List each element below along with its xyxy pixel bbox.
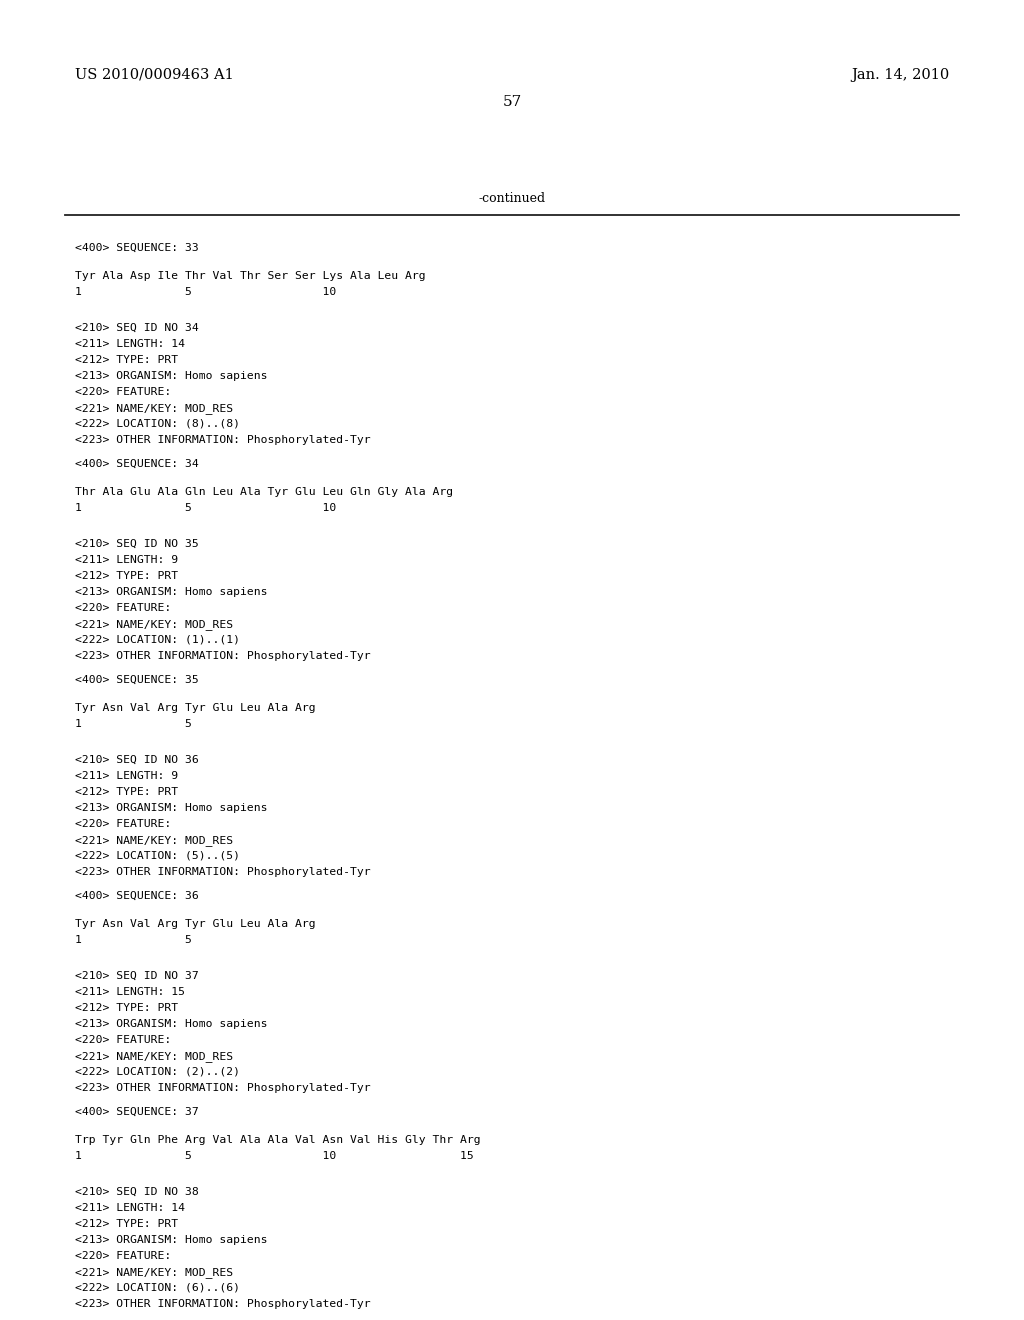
Text: <212> TYPE: PRT: <212> TYPE: PRT xyxy=(75,572,178,581)
Text: <213> ORGANISM: Homo sapiens: <213> ORGANISM: Homo sapiens xyxy=(75,371,267,381)
Text: Trp Tyr Gln Phe Arg Val Ala Ala Val Asn Val His Gly Thr Arg: Trp Tyr Gln Phe Arg Val Ala Ala Val Asn … xyxy=(75,1135,480,1144)
Text: <212> TYPE: PRT: <212> TYPE: PRT xyxy=(75,1218,178,1229)
Text: Tyr Ala Asp Ile Thr Val Thr Ser Ser Lys Ala Leu Arg: Tyr Ala Asp Ile Thr Val Thr Ser Ser Lys … xyxy=(75,271,426,281)
Text: <211> LENGTH: 9: <211> LENGTH: 9 xyxy=(75,554,178,565)
Text: <221> NAME/KEY: MOD_RES: <221> NAME/KEY: MOD_RES xyxy=(75,1051,233,1061)
Text: Jan. 14, 2010: Jan. 14, 2010 xyxy=(851,69,949,82)
Text: <223> OTHER INFORMATION: Phosphorylated-Tyr: <223> OTHER INFORMATION: Phosphorylated-… xyxy=(75,436,371,445)
Text: <210> SEQ ID NO 38: <210> SEQ ID NO 38 xyxy=(75,1187,199,1197)
Text: 1               5                   10: 1 5 10 xyxy=(75,286,336,297)
Text: <220> FEATURE:: <220> FEATURE: xyxy=(75,1035,171,1045)
Text: 1               5: 1 5 xyxy=(75,935,191,945)
Text: <210> SEQ ID NO 37: <210> SEQ ID NO 37 xyxy=(75,972,199,981)
Text: <400> SEQUENCE: 36: <400> SEQUENCE: 36 xyxy=(75,891,199,902)
Text: <221> NAME/KEY: MOD_RES: <221> NAME/KEY: MOD_RES xyxy=(75,403,233,414)
Text: 57: 57 xyxy=(503,95,521,110)
Text: <210> SEQ ID NO 34: <210> SEQ ID NO 34 xyxy=(75,323,199,333)
Text: <213> ORGANISM: Homo sapiens: <213> ORGANISM: Homo sapiens xyxy=(75,587,267,597)
Text: <222> LOCATION: (1)..(1): <222> LOCATION: (1)..(1) xyxy=(75,635,240,645)
Text: <222> LOCATION: (8)..(8): <222> LOCATION: (8)..(8) xyxy=(75,418,240,429)
Text: <220> FEATURE:: <220> FEATURE: xyxy=(75,1251,171,1261)
Text: <211> LENGTH: 9: <211> LENGTH: 9 xyxy=(75,771,178,781)
Text: US 2010/0009463 A1: US 2010/0009463 A1 xyxy=(75,69,233,82)
Text: <212> TYPE: PRT: <212> TYPE: PRT xyxy=(75,1003,178,1012)
Text: <213> ORGANISM: Homo sapiens: <213> ORGANISM: Homo sapiens xyxy=(75,1019,267,1030)
Text: <213> ORGANISM: Homo sapiens: <213> ORGANISM: Homo sapiens xyxy=(75,1236,267,1245)
Text: <221> NAME/KEY: MOD_RES: <221> NAME/KEY: MOD_RES xyxy=(75,1267,233,1278)
Text: <400> SEQUENCE: 35: <400> SEQUENCE: 35 xyxy=(75,675,199,685)
Text: <222> LOCATION: (5)..(5): <222> LOCATION: (5)..(5) xyxy=(75,851,240,861)
Text: <223> OTHER INFORMATION: Phosphorylated-Tyr: <223> OTHER INFORMATION: Phosphorylated-… xyxy=(75,651,371,661)
Text: Tyr Asn Val Arg Tyr Glu Leu Ala Arg: Tyr Asn Val Arg Tyr Glu Leu Ala Arg xyxy=(75,704,315,713)
Text: <222> LOCATION: (6)..(6): <222> LOCATION: (6)..(6) xyxy=(75,1283,240,1294)
Text: <400> SEQUENCE: 34: <400> SEQUENCE: 34 xyxy=(75,459,199,469)
Text: <220> FEATURE:: <220> FEATURE: xyxy=(75,387,171,397)
Text: Thr Ala Glu Ala Gln Leu Ala Tyr Glu Leu Gln Gly Ala Arg: Thr Ala Glu Ala Gln Leu Ala Tyr Glu Leu … xyxy=(75,487,454,498)
Text: <212> TYPE: PRT: <212> TYPE: PRT xyxy=(75,355,178,366)
Text: <212> TYPE: PRT: <212> TYPE: PRT xyxy=(75,787,178,797)
Text: Tyr Asn Val Arg Tyr Glu Leu Ala Arg: Tyr Asn Val Arg Tyr Glu Leu Ala Arg xyxy=(75,919,315,929)
Text: 1               5: 1 5 xyxy=(75,719,191,729)
Text: <220> FEATURE:: <220> FEATURE: xyxy=(75,818,171,829)
Text: <221> NAME/KEY: MOD_RES: <221> NAME/KEY: MOD_RES xyxy=(75,619,233,630)
Text: <213> ORGANISM: Homo sapiens: <213> ORGANISM: Homo sapiens xyxy=(75,803,267,813)
Text: <211> LENGTH: 15: <211> LENGTH: 15 xyxy=(75,987,185,997)
Text: <210> SEQ ID NO 36: <210> SEQ ID NO 36 xyxy=(75,755,199,766)
Text: 1               5                   10                  15: 1 5 10 15 xyxy=(75,1151,474,1162)
Text: 1               5                   10: 1 5 10 xyxy=(75,503,336,513)
Text: <220> FEATURE:: <220> FEATURE: xyxy=(75,603,171,612)
Text: <210> SEQ ID NO 35: <210> SEQ ID NO 35 xyxy=(75,539,199,549)
Text: <222> LOCATION: (2)..(2): <222> LOCATION: (2)..(2) xyxy=(75,1067,240,1077)
Text: <211> LENGTH: 14: <211> LENGTH: 14 xyxy=(75,339,185,348)
Text: -continued: -continued xyxy=(478,191,546,205)
Text: <223> OTHER INFORMATION: Phosphorylated-Tyr: <223> OTHER INFORMATION: Phosphorylated-… xyxy=(75,867,371,876)
Text: <211> LENGTH: 14: <211> LENGTH: 14 xyxy=(75,1203,185,1213)
Text: <400> SEQUENCE: 33: <400> SEQUENCE: 33 xyxy=(75,243,199,253)
Text: <221> NAME/KEY: MOD_RES: <221> NAME/KEY: MOD_RES xyxy=(75,836,233,846)
Text: <400> SEQUENCE: 37: <400> SEQUENCE: 37 xyxy=(75,1107,199,1117)
Text: <223> OTHER INFORMATION: Phosphorylated-Tyr: <223> OTHER INFORMATION: Phosphorylated-… xyxy=(75,1082,371,1093)
Text: <223> OTHER INFORMATION: Phosphorylated-Tyr: <223> OTHER INFORMATION: Phosphorylated-… xyxy=(75,1299,371,1309)
